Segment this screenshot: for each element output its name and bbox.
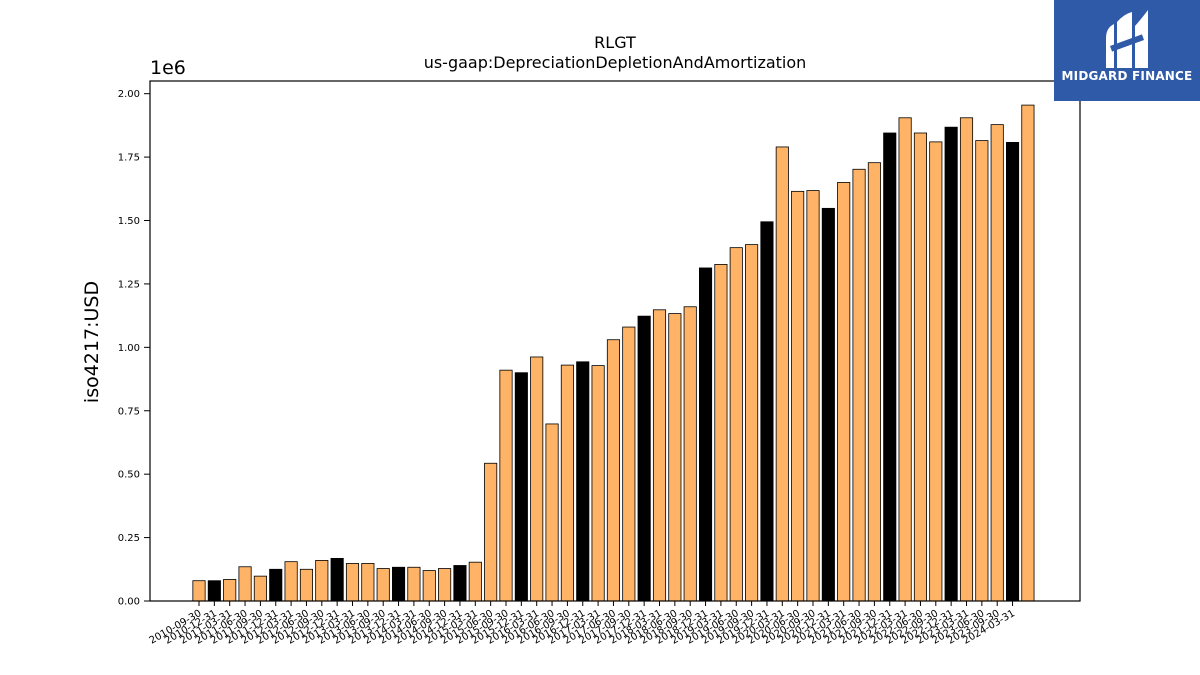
bar <box>223 579 237 602</box>
bar <box>852 168 866 602</box>
bar <box>975 140 989 602</box>
y-tick-label: 1.00 <box>118 343 140 354</box>
bar <box>315 560 329 602</box>
bar <box>530 356 544 602</box>
bar <box>422 570 436 602</box>
bar <box>192 580 206 602</box>
y-tick-label: 0.25 <box>118 533 140 544</box>
y-tick-label: 0.50 <box>118 470 140 481</box>
bar <box>560 364 574 602</box>
y-tick-label: 1.75 <box>118 153 140 164</box>
bar <box>453 565 467 602</box>
bar <box>699 267 713 602</box>
bar <box>622 326 636 602</box>
bar <box>944 126 958 602</box>
y-tick-label: 2.00 <box>118 89 140 100</box>
bar <box>913 132 927 602</box>
bar <box>361 563 375 602</box>
bar <box>207 580 221 602</box>
logo-text: MIDGARD FINANCE <box>1061 69 1193 83</box>
brand-logo: MIDGARD FINANCE <box>1054 0 1200 101</box>
bar <box>791 190 805 602</box>
bar <box>683 306 697 602</box>
bar <box>499 369 513 602</box>
bar <box>929 141 943 602</box>
chart-subtitle: us-gaap:DepreciationDepletionAndAmortiza… <box>424 53 807 72</box>
bar <box>391 566 406 602</box>
plot-frame <box>149 80 1081 602</box>
bar <box>806 190 820 602</box>
bar <box>238 566 252 602</box>
y-axis-label: iso4217:USD <box>81 281 103 403</box>
bar <box>668 313 682 602</box>
y-tick-label: 1.25 <box>118 279 140 290</box>
bar <box>345 563 360 602</box>
x-axis-ticks: 2010-09-302010-12-312011-03-312011-06-30… <box>148 601 1017 647</box>
chart-title: RLGT <box>594 33 636 52</box>
bar <box>330 557 344 602</box>
bar <box>760 221 774 602</box>
bar <box>867 162 881 602</box>
bar <box>407 566 421 602</box>
logo-mark-icon <box>1106 10 1148 68</box>
bar <box>376 568 390 602</box>
bar <box>883 132 897 602</box>
y-tick-label: 0.00 <box>118 597 140 608</box>
bar <box>514 372 528 602</box>
bar <box>729 247 743 602</box>
bar <box>284 561 298 602</box>
bar <box>821 207 835 602</box>
y-axis-multiplier: 1e6 <box>150 57 186 79</box>
bar <box>714 263 728 602</box>
bar <box>637 315 651 602</box>
bar <box>299 568 313 602</box>
bar <box>745 244 759 602</box>
y-tick-label: 1.50 <box>118 216 140 227</box>
bar <box>591 365 605 602</box>
bar <box>545 423 559 602</box>
bar <box>775 146 789 602</box>
bar <box>269 568 283 602</box>
bar <box>606 339 620 602</box>
bar <box>898 117 912 602</box>
bar <box>959 117 974 602</box>
bar <box>837 182 851 602</box>
y-tick-label: 0.75 <box>118 406 140 417</box>
bar <box>652 309 667 602</box>
bar <box>438 568 452 602</box>
bar <box>576 361 590 602</box>
bar <box>1006 141 1020 602</box>
bar <box>484 462 498 602</box>
y-axis-ticks: 0.00 0.25 0.50 0.75 1.00 1.25 1.50 1.75 2.00 <box>118 89 150 608</box>
bar <box>468 561 482 602</box>
bars-group <box>192 104 1035 602</box>
bar <box>1021 104 1035 602</box>
bar <box>990 124 1004 602</box>
bar <box>253 575 267 602</box>
